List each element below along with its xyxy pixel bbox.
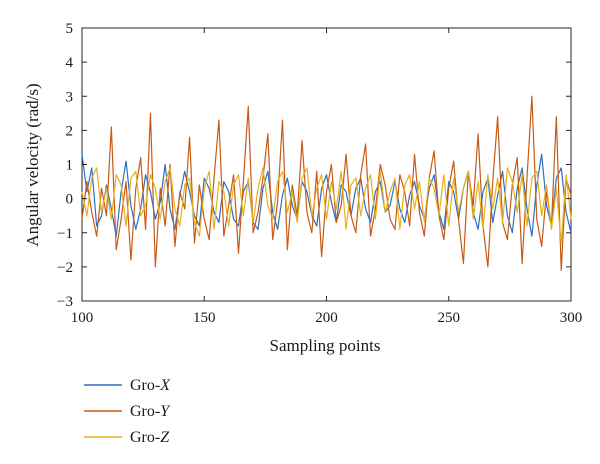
y-tick-label: 5: [66, 21, 74, 37]
x-tick-label: 150: [193, 310, 216, 326]
x-tick-label: 100: [71, 310, 94, 326]
y-tick-label: −2: [57, 260, 73, 276]
y-tick-label: 0: [66, 192, 74, 208]
series-line-gro-z: [81, 167, 572, 244]
x-tick-label: 250: [438, 310, 461, 326]
y-tick-label: −3: [57, 294, 73, 310]
y-tick-label: 1: [66, 158, 74, 174]
legend: Gro-X Gro-Y Gro-Z: [84, 377, 171, 446]
series-line-gro-y: [81, 95, 572, 271]
y-tick-label: 3: [66, 89, 74, 105]
x-tick-label: 200: [315, 310, 338, 326]
y-axis-label: Angular velocity (rad/s): [23, 83, 42, 246]
legend-label-gro-x: Gro-X: [130, 377, 171, 394]
y-tick-label: 4: [66, 55, 74, 71]
y-tick-label: −1: [57, 226, 73, 242]
x-tick-label: 300: [560, 310, 583, 326]
series-layer: [81, 95, 572, 271]
ticks-layer: 100 150 200 250 300 −3 −2 −1 0 1 2 3 4 5: [57, 21, 582, 326]
legend-label-gro-z: Gro-Z: [130, 429, 170, 446]
x-axis-label: Sampling points: [270, 336, 381, 355]
legend-label-gro-y: Gro-Y: [130, 403, 171, 420]
series-line-gro-x: [81, 153, 572, 237]
y-tick-label: 2: [66, 123, 74, 139]
